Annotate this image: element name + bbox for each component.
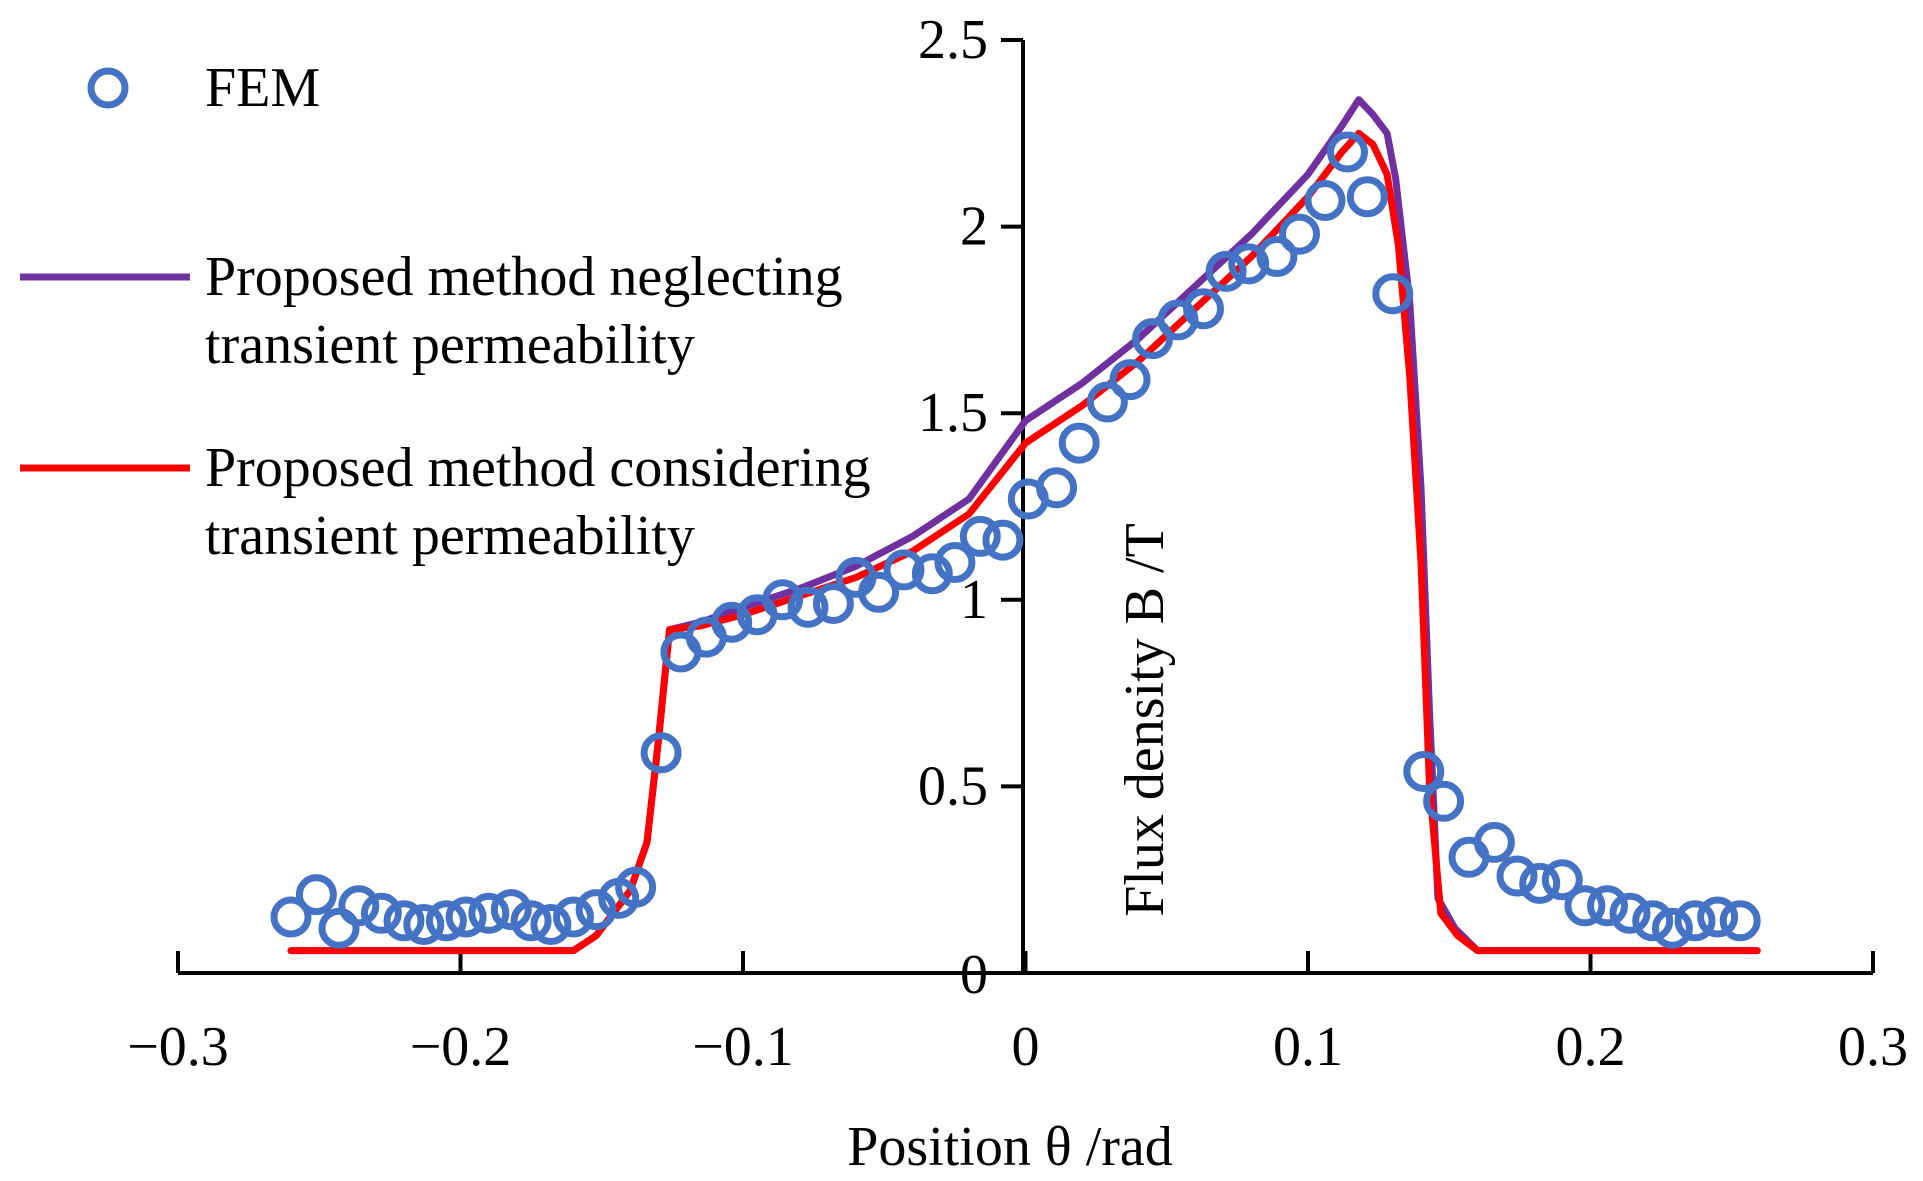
data-point xyxy=(1403,751,1445,792)
data-point xyxy=(1304,180,1346,221)
data-point xyxy=(318,907,360,949)
data-point xyxy=(762,579,804,621)
x-tick-label: 0.2 xyxy=(1556,1016,1626,1078)
x-tick-label: 0 xyxy=(1012,1016,1040,1078)
data-point xyxy=(1086,381,1128,423)
data-point xyxy=(959,515,1001,557)
x-tick-label: 0.3 xyxy=(1838,1016,1908,1078)
data-point xyxy=(1132,318,1174,360)
data-point xyxy=(1327,131,1368,173)
legend: FEM Proposed method neglecting transient p… xyxy=(20,57,871,567)
data-point xyxy=(1609,892,1651,934)
x-tick-label: 0.1 xyxy=(1273,1016,1343,1078)
data-point xyxy=(1632,900,1674,942)
legend-marker xyxy=(87,67,129,109)
data-point xyxy=(1697,896,1739,938)
data-point xyxy=(510,900,552,942)
legend-entry-2: Proposed method neglecting transient perm… xyxy=(20,246,843,376)
y-axis-title: Flux density B /T xyxy=(1114,523,1176,917)
legend-label: Proposed method neglecting transient perm… xyxy=(205,246,843,376)
data-point xyxy=(883,549,925,591)
data-point xyxy=(1423,780,1465,822)
y-tick-label: 0.5 xyxy=(918,755,988,817)
data-point xyxy=(553,896,594,938)
data-point xyxy=(1674,900,1716,942)
data-point xyxy=(1519,862,1561,904)
data-point xyxy=(1564,885,1606,927)
data-point xyxy=(360,892,402,934)
data-point xyxy=(858,571,900,613)
axis-titles: Position θ /rad Flux density B /T xyxy=(847,523,1176,1178)
data-point xyxy=(1183,288,1224,330)
y-tick-label: 0 xyxy=(960,944,988,1006)
data-point xyxy=(982,519,1024,561)
data-point xyxy=(270,896,312,938)
data-point xyxy=(1372,273,1414,315)
data-point xyxy=(1205,250,1247,292)
data-point xyxy=(403,904,445,945)
data-point xyxy=(490,889,532,931)
legend-label: FEM xyxy=(205,57,320,119)
data-point xyxy=(1228,243,1270,285)
data-point xyxy=(1473,821,1515,863)
x-tick-label: −0.1 xyxy=(692,1016,794,1078)
data-point xyxy=(1496,855,1538,897)
data-point xyxy=(1651,907,1693,949)
data-point xyxy=(1587,885,1628,927)
plot-area xyxy=(270,96,1761,955)
data-point xyxy=(934,542,976,583)
data-point xyxy=(425,900,467,942)
data-point xyxy=(530,904,572,945)
y-tick-label: 2 xyxy=(960,196,988,258)
y-tick-label: 2.5 xyxy=(918,9,988,71)
data-point xyxy=(640,732,682,774)
data-point xyxy=(1256,236,1298,277)
data-point xyxy=(1541,859,1583,901)
data-point xyxy=(575,889,617,931)
data-point xyxy=(338,885,380,927)
data-point xyxy=(468,892,510,934)
legend-label: Proposed method considering transient per… xyxy=(205,437,871,567)
data-point xyxy=(1719,900,1761,942)
data-point xyxy=(911,553,953,595)
data-point xyxy=(445,896,487,938)
x-tick-label: −0.3 xyxy=(127,1016,229,1078)
data-point xyxy=(1058,422,1100,464)
data-point xyxy=(383,900,425,942)
data-point xyxy=(812,583,854,624)
data-point xyxy=(711,601,753,643)
fem-markers xyxy=(270,131,1761,949)
data-point xyxy=(295,874,337,916)
data-point xyxy=(1109,359,1151,401)
axes: −0.3 −0.2 −0.1 0 0.1 0.2 0.300.511.522.5 xyxy=(127,9,1908,1078)
data-point xyxy=(615,866,657,908)
legend-entry-3: Proposed method considering transient per… xyxy=(20,437,871,567)
data-point xyxy=(1279,213,1320,255)
data-point xyxy=(1346,176,1388,218)
x-axis-title: Position θ /rad xyxy=(847,1116,1173,1178)
data-point xyxy=(787,586,829,628)
x-tick-label: −0.2 xyxy=(410,1016,512,1078)
legend-entry-1: FEM xyxy=(87,57,320,119)
y-tick-label: 1.5 xyxy=(918,382,988,444)
data-point xyxy=(1036,467,1078,509)
